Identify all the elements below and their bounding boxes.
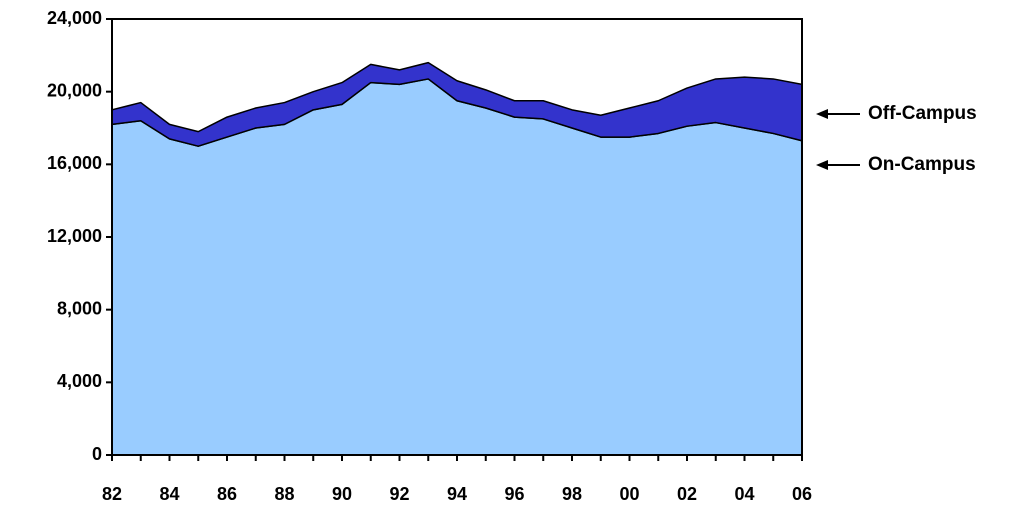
axes: On-Campus Off-Campus 0 4,000 8,000 12,000 16,0… [47,8,977,504]
y-tick-label: 8,000 [57,298,102,318]
x-tick-label: 94 [447,484,467,504]
y-tick-label: 4,000 [57,371,102,391]
x-tick-label: 98 [562,484,582,504]
x-tick-label: 00 [619,484,639,504]
x-tick-label: 96 [504,484,524,504]
x-tick-label: 84 [159,484,179,504]
legend-arrowhead [816,160,828,170]
x-tick-label: 90 [332,484,352,504]
legend-label: Off-Campus [868,103,977,124]
x-tick-label: 88 [274,484,294,504]
y-tick-label: 12,000 [47,226,102,246]
y-tick-label: 20,000 [47,80,102,100]
x-tick-label: 86 [217,484,237,504]
y-tick-label: 0 [92,444,102,464]
x-tick-label: 92 [389,484,409,504]
plot-areas [111,61,803,456]
x-tick-label: 06 [792,484,812,504]
y-tick-label: 24,000 [47,8,102,28]
x-tick-label: 04 [734,484,754,504]
legend-arrowhead [816,109,828,119]
y-tick-label: 16,000 [47,153,102,173]
x-tick-label: 82 [102,484,122,504]
x-tick-label: 02 [677,484,697,504]
legend-label: On-Campus [868,154,976,175]
